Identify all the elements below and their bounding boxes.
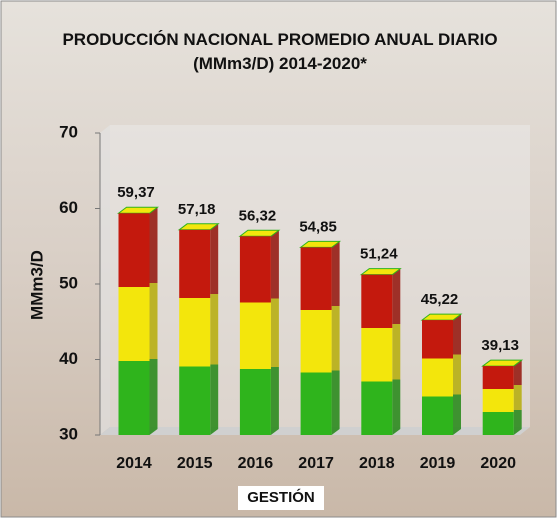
y-tick-label: 40 — [59, 349, 78, 368]
y-tick-label: 30 — [59, 424, 78, 443]
chart-title: PRODUCCIÓN NACIONAL PROMEDIO ANUAL DIARI… — [62, 30, 498, 73]
side-wall — [100, 125, 110, 435]
bar — [361, 274, 393, 435]
bar-side — [331, 241, 340, 435]
y-tick-label: 60 — [59, 198, 78, 217]
x-tick-label: 2018 — [359, 455, 395, 472]
x-tick-label: 2017 — [298, 455, 334, 472]
x-title-box — [238, 486, 324, 510]
bar — [422, 320, 453, 435]
bar-side — [392, 268, 401, 435]
x-tick-label: 2016 — [238, 455, 274, 472]
x-axis-title: GESTIÓN — [247, 488, 315, 506]
y-tick-label: 70 — [59, 122, 78, 141]
bar — [118, 213, 150, 435]
value-label: 59,37 — [117, 184, 155, 201]
bar-side — [149, 207, 158, 435]
y-axis-title: MMm3/D — [27, 250, 46, 320]
bar-side — [513, 360, 522, 435]
bar — [300, 247, 332, 435]
value-label: 39,13 — [481, 337, 519, 354]
y-tick-label: 50 — [59, 273, 78, 292]
x-tick-label: 2020 — [480, 455, 516, 472]
bar — [482, 366, 514, 435]
bar-side — [453, 314, 461, 435]
bar-side — [270, 230, 279, 435]
bar-side — [210, 223, 219, 435]
value-label: 54,85 — [299, 218, 337, 235]
value-label: 57,18 — [178, 201, 216, 218]
x-tick-label: 2019 — [420, 455, 456, 472]
bar — [179, 229, 211, 435]
bar — [239, 236, 271, 435]
value-label: 51,24 — [360, 246, 398, 263]
value-label: 45,22 — [421, 291, 459, 308]
value-label: 56,32 — [239, 207, 277, 224]
x-tick-label: 2015 — [177, 455, 213, 472]
x-tick-label: 2014 — [116, 455, 152, 472]
